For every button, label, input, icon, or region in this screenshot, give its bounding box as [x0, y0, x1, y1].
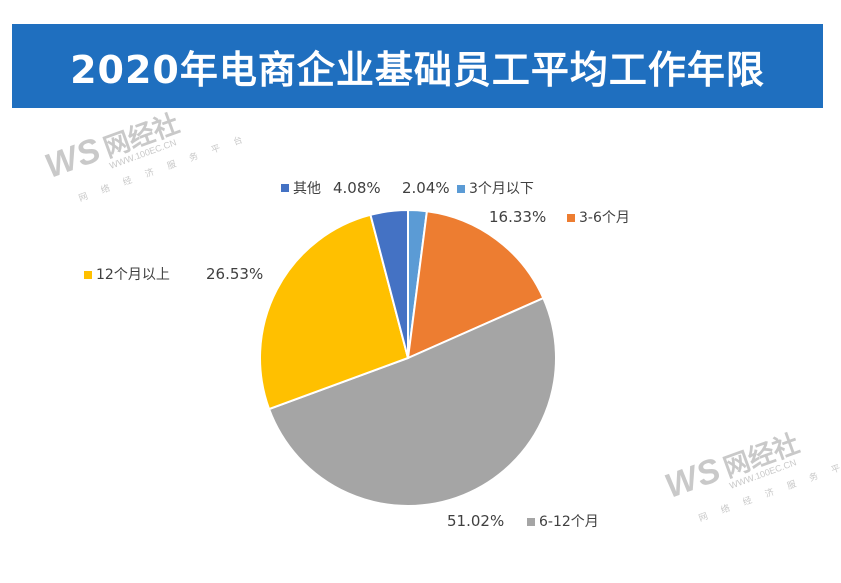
- legend-swatch-1: [567, 214, 575, 222]
- slice-value-1: 16.33%: [489, 208, 546, 226]
- pie-slice-3: [259, 213, 410, 411]
- legend-swatch-2: [527, 518, 535, 526]
- slice-label-4: 其他: [293, 181, 321, 197]
- slice-label-0: 3个月以下: [469, 181, 534, 197]
- slice-value-2: 51.02%: [447, 512, 504, 530]
- slice-label-2: 6-12个月: [539, 514, 599, 530]
- slice-label-1: 3-6个月: [579, 210, 630, 226]
- slice-value-3: 26.53%: [206, 265, 263, 283]
- slice-label-3: 12个月以上: [96, 267, 170, 283]
- legend-swatch-3: [84, 271, 92, 279]
- pie-slice-4: [369, 208, 409, 359]
- pie-slice-1: [406, 210, 545, 360]
- legend-swatch-0: [457, 185, 465, 193]
- slice-value-0: 2.04%: [402, 179, 450, 197]
- pie-slice-2: [267, 296, 557, 507]
- legend-swatch-4: [281, 184, 289, 192]
- title-banner: 2020年电商企业基础员工平均工作年限: [12, 24, 823, 108]
- slice-value-4: 4.08%: [333, 179, 381, 197]
- chart-title: 2020年电商企业基础员工平均工作年限: [70, 47, 765, 92]
